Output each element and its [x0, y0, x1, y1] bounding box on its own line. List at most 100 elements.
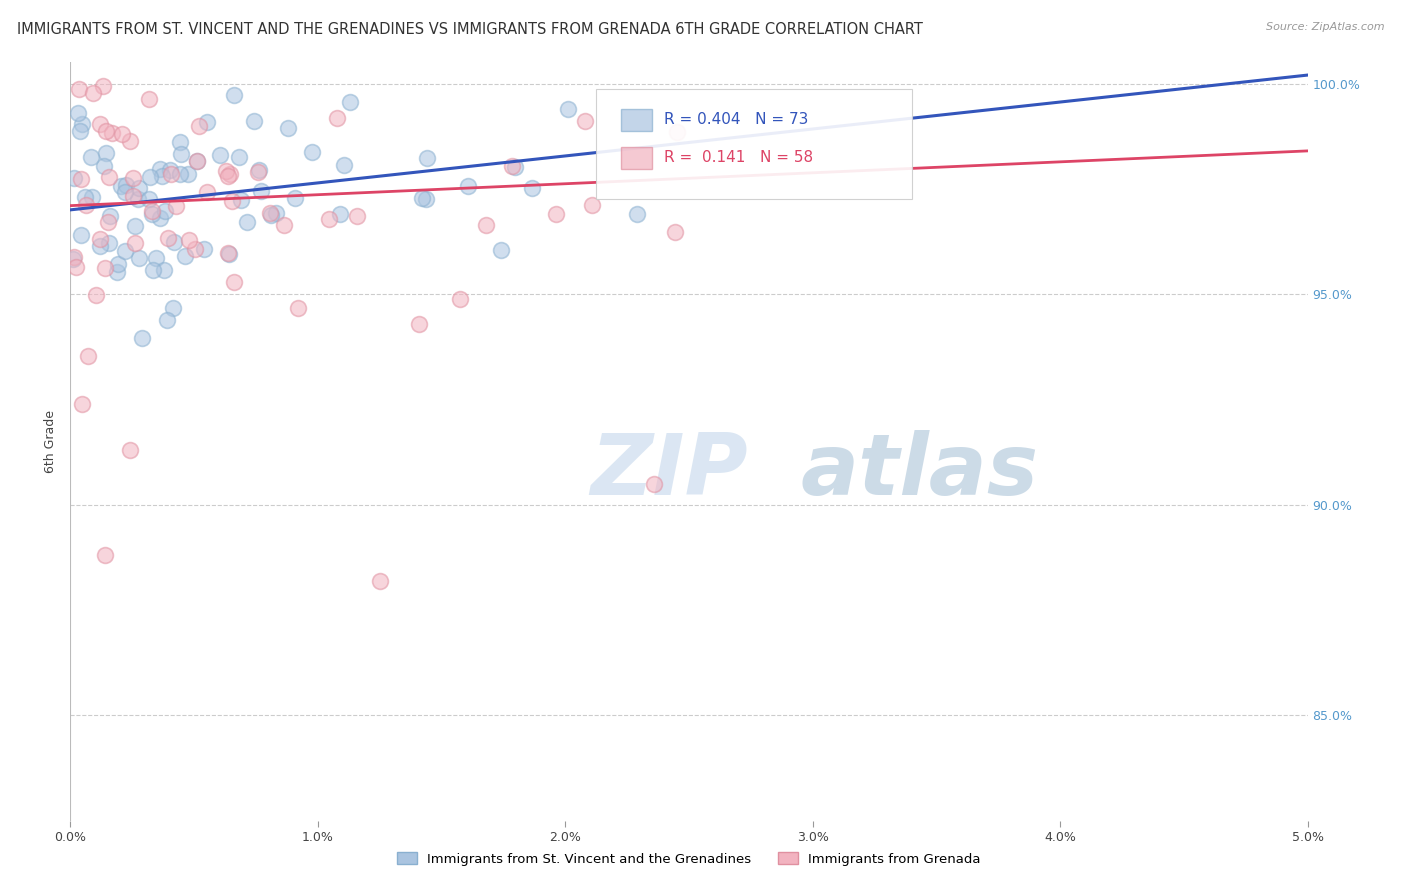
Point: [228, 150, 250, 164]
Point: [626, 207, 648, 221]
Point: [128, 252, 150, 266]
Point: [217, 246, 239, 260]
Point: [73, 190, 96, 204]
Point: [186, 153, 208, 168]
Point: [218, 167, 240, 181]
Point: [415, 192, 437, 206]
Point: [195, 186, 218, 200]
Point: [339, 95, 361, 109]
Point: [188, 119, 211, 133]
Point: [155, 204, 177, 219]
Point: [325, 111, 347, 125]
Text: R =  0.141   N = 58: R = 0.141 N = 58: [664, 150, 813, 165]
Point: [105, 265, 128, 279]
Point: [111, 127, 134, 141]
FancyBboxPatch shape: [621, 110, 652, 130]
Point: [229, 194, 252, 208]
Point: [643, 476, 665, 491]
Point: [224, 275, 246, 289]
Point: [145, 251, 167, 265]
Text: atlas: atlas: [800, 430, 1039, 514]
Point: [70, 227, 93, 242]
Point: [329, 207, 352, 221]
Point: [94, 123, 117, 137]
Point: [174, 249, 197, 263]
Point: [346, 209, 368, 223]
Point: [94, 146, 117, 161]
Point: [162, 301, 184, 316]
Point: [218, 247, 240, 261]
Point: [149, 211, 172, 225]
Point: [411, 191, 433, 205]
Point: [277, 120, 299, 135]
Point: [94, 260, 117, 275]
Point: [287, 301, 309, 315]
Point: [195, 115, 218, 129]
Point: [247, 163, 270, 178]
Point: [208, 148, 231, 162]
Point: [97, 169, 120, 184]
Point: [128, 181, 150, 195]
Point: [457, 178, 479, 193]
Point: [475, 219, 498, 233]
Point: [184, 242, 207, 256]
Point: [122, 170, 145, 185]
Point: [89, 239, 111, 253]
Point: [141, 203, 163, 218]
Point: [217, 169, 239, 184]
Point: [131, 331, 153, 345]
Point: [138, 92, 160, 106]
Point: [124, 219, 146, 234]
Point: [522, 181, 544, 195]
Point: [221, 194, 243, 209]
Point: [368, 574, 391, 588]
Point: [65, 260, 87, 274]
Point: [115, 178, 138, 192]
Point: [80, 190, 103, 204]
Point: [80, 150, 103, 164]
Point: [100, 126, 122, 140]
Point: [266, 206, 288, 220]
Point: [139, 169, 162, 184]
Point: [489, 244, 512, 258]
Point: [236, 214, 259, 228]
Point: [62, 252, 84, 267]
Point: [165, 199, 187, 213]
Point: [159, 163, 181, 178]
Point: [242, 114, 264, 128]
Point: [169, 135, 191, 149]
Point: [120, 135, 142, 149]
Point: [122, 189, 145, 203]
Point: [86, 288, 108, 302]
Point: [149, 162, 172, 177]
Point: [77, 349, 100, 363]
Point: [98, 235, 121, 250]
Point: [186, 154, 208, 169]
Point: [67, 81, 90, 95]
Point: [301, 145, 323, 159]
Point: [215, 164, 238, 178]
Point: [505, 161, 527, 175]
Point: [157, 230, 180, 244]
Point: [416, 151, 439, 165]
Point: [127, 192, 149, 206]
FancyBboxPatch shape: [621, 147, 652, 169]
Point: [118, 442, 141, 457]
Point: [94, 548, 117, 563]
Text: R = 0.404   N = 73: R = 0.404 N = 73: [664, 112, 808, 127]
Point: [114, 244, 136, 259]
Point: [177, 167, 200, 181]
Point: [75, 197, 97, 211]
Point: [224, 88, 246, 103]
Point: [162, 235, 184, 249]
Point: [69, 124, 91, 138]
Point: [159, 167, 181, 181]
Point: [138, 193, 160, 207]
Point: [574, 113, 596, 128]
Point: [97, 215, 120, 229]
Point: [110, 179, 132, 194]
Point: [664, 225, 686, 239]
Point: [177, 233, 200, 247]
Point: [449, 293, 471, 307]
Text: Source: ZipAtlas.com: Source: ZipAtlas.com: [1267, 22, 1385, 32]
